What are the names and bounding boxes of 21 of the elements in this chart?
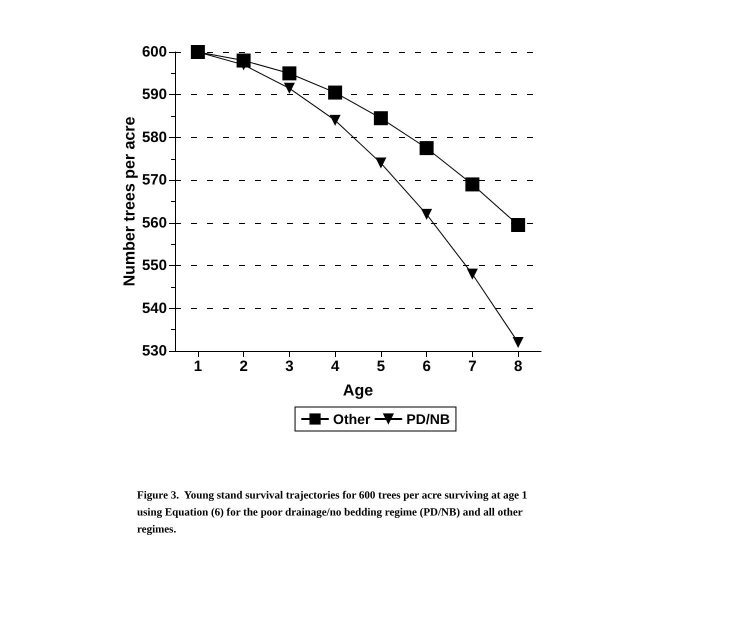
caption: Figure 3. Young stand survival trajectories for 600 trees per acre surviving at age 1 using Equation (6) for the poor drainage/no bedding regime (PD/NB) and all other regimes. [137,490,530,536]
y-axis-title: Number trees per acre [122,116,139,286]
x-tick-label: 8 [514,358,522,375]
x-tick-label: 7 [468,358,477,375]
legend-label: PD/NB [406,411,450,427]
y-tick-label: 530 [142,342,167,360]
y-tick-label: 600 [142,44,167,60]
x-tick-label: 4 [330,358,340,375]
x-tick-label: 3 [285,358,294,375]
x-tick-label: 6 [422,358,431,375]
y-tick-label: 550 [142,257,167,274]
y-tick-label: 580 [142,128,167,146]
legend-label: Other [333,411,371,427]
y-tick-label: 570 [142,172,167,189]
y-tick-label: 560 [142,214,167,232]
y-tick-label: 540 [142,300,167,317]
y-tick-label: 590 [142,86,167,104]
x-tick-label: 2 [239,358,248,375]
x-tick-label: 5 [376,358,386,375]
x-axis-title: Age [342,382,374,400]
x-tick-label: 1 [194,358,202,375]
